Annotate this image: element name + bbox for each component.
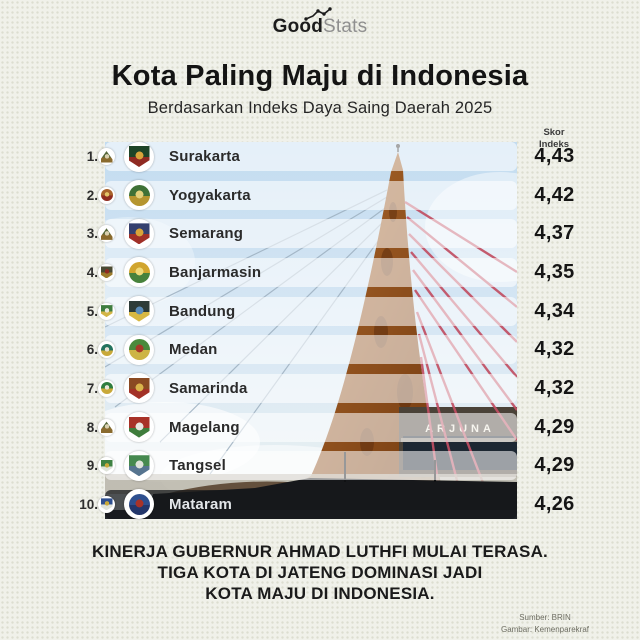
score-value: 4,29 — [534, 454, 575, 477]
rank-number: 2. — [86, 187, 98, 203]
ranking-row: 8. Magelang 4,29 — [62, 412, 592, 443]
logo-text-bold: Good — [272, 16, 324, 37]
city-emblem-icon — [124, 180, 154, 211]
province-emblem-icon — [98, 457, 115, 475]
province-emblem-icon — [98, 186, 115, 204]
ranking-row: 5. Bandung 4,34 — [62, 296, 592, 327]
headline-line2: TIGA KOTA DI JATENG DOMINASI JADI — [157, 562, 483, 582]
city-emblem-icon — [124, 450, 154, 481]
headline-line3: KOTA MAJU DI INDONESIA. — [205, 583, 435, 603]
score-value: 4,34 — [534, 299, 575, 322]
headline: KINERJA GUBERNUR AHMAD LUTHFI MULAI TERA… — [0, 542, 640, 605]
city-name: Semarang — [169, 225, 244, 243]
city-bar: Medan — [98, 334, 517, 365]
city-emblem-icon — [124, 334, 154, 365]
province-emblem-icon — [98, 302, 115, 320]
province-emblem-icon — [98, 418, 115, 436]
ranking-row: 4. Banjarmasin 4,35 — [62, 257, 592, 288]
ranking-row: 3. Semarang 4,37 — [62, 218, 592, 249]
province-emblem-icon — [98, 495, 115, 513]
city-name: Medan — [169, 341, 218, 359]
score-value: 4,32 — [534, 376, 575, 399]
ranking-list: 1. Surakarta 4,43 2. Yogyakarta 4,42 3. — [62, 141, 592, 520]
city-bar: Mataram — [98, 489, 517, 520]
city-emblem-icon — [124, 257, 154, 288]
ranking-row: 10. Mataram 4,26 — [62, 489, 592, 520]
city-emblem-icon — [124, 373, 154, 404]
rank-number: 6. — [86, 342, 98, 358]
ranking-row: 1. Surakarta 4,43 — [62, 141, 592, 172]
city-name: Bandung — [169, 302, 236, 320]
rank-number: 9. — [86, 458, 98, 474]
score-column-header-line1: Skor — [543, 127, 565, 138]
city-bar: Magelang — [98, 412, 517, 443]
score-value: 4,42 — [534, 183, 575, 206]
ranking-row: 7. Samarinda 4,32 — [62, 373, 592, 404]
score-column-header-line2: Indeks — [538, 138, 570, 150]
city-emblem-icon — [124, 141, 154, 172]
rank-number: 7. — [86, 380, 98, 396]
city-emblem-icon — [124, 412, 154, 443]
page-subtitle: Berdasarkan Indeks Daya Saing Daerah 202… — [147, 99, 493, 117]
source-line2: Gambar: Kemenparekraf — [500, 625, 590, 635]
city-bar: Samarinda — [98, 373, 517, 404]
rank-number: 10. — [79, 496, 98, 512]
rank-number: 4. — [86, 264, 98, 280]
score-value: 4,37 — [534, 222, 575, 245]
rank-number: 8. — [86, 419, 98, 435]
logo-row: GoodStats — [0, 7, 640, 38]
score-value: 4,29 — [534, 415, 575, 438]
page-title: Kota Paling Maju di Indonesia — [111, 60, 529, 92]
city-bar: Surakarta — [98, 141, 517, 172]
score-value: 4,43 — [534, 145, 575, 167]
province-emblem-icon — [98, 148, 115, 165]
trend-line-icon — [303, 7, 332, 21]
city-name: Samarinda — [169, 379, 248, 397]
rank-number: 1. — [86, 149, 98, 164]
city-name: Mataram — [169, 495, 233, 513]
province-emblem-icon — [98, 225, 115, 243]
city-bar: Yogyakarta — [98, 180, 517, 211]
rank-number: 5. — [86, 303, 98, 319]
city-bar: Bandung — [98, 296, 517, 327]
score-value: 4,32 — [534, 338, 575, 361]
goodstats-logo: GoodStats — [272, 7, 368, 38]
rank-number: 3. — [86, 226, 98, 242]
city-name: Banjarmasin — [169, 263, 262, 281]
ranking-row: 2. Yogyakarta 4,42 — [62, 180, 592, 211]
city-emblem-icon — [124, 218, 154, 249]
province-emblem-icon — [98, 379, 115, 397]
province-emblem-icon — [98, 341, 115, 359]
city-emblem-icon — [124, 489, 154, 520]
city-name: Tangsel — [169, 457, 226, 475]
score-value: 4,35 — [534, 260, 575, 283]
source-line1: Sumber: BRIN — [519, 613, 571, 622]
province-emblem-icon — [98, 263, 115, 281]
ranking-row: 9. Tangsel 4,29 — [62, 450, 592, 481]
city-bar: Tangsel — [98, 450, 517, 481]
score-value: 4,26 — [534, 492, 575, 515]
logo-text-light: Stats — [323, 16, 368, 37]
score-column-header: Skor Indeks — [517, 127, 591, 151]
city-emblem-icon — [124, 296, 154, 327]
source-credit: Sumber: BRIN Gambar: Kemenparekraf — [460, 612, 630, 637]
headline-line1: KINERJA GUBERNUR AHMAD LUTHFI MULAI TERA… — [92, 542, 548, 561]
city-name: Magelang — [169, 418, 240, 436]
city-bar: Semarang — [98, 218, 517, 249]
city-name: Yogyakarta — [169, 186, 251, 204]
city-name: Surakarta — [169, 148, 241, 165]
city-bar: Banjarmasin — [98, 257, 517, 288]
ranking-row: 6. Medan 4,32 — [62, 334, 592, 365]
